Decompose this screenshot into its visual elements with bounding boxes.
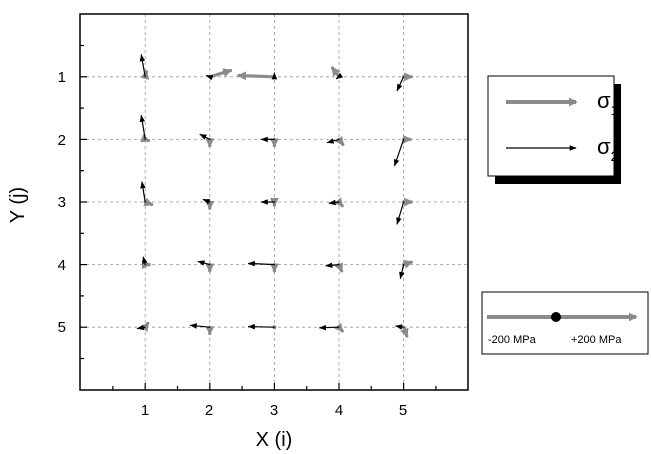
sigma1-vector bbox=[330, 66, 341, 79]
sigma2-vector bbox=[396, 76, 405, 92]
sigma2-vector bbox=[318, 324, 340, 331]
y-tick-label: 1 bbox=[58, 69, 66, 86]
sigma2-vector bbox=[328, 199, 340, 206]
legend: σ1 σ2 bbox=[487, 75, 621, 184]
legend-sigma1-label: σ1 bbox=[597, 88, 619, 118]
sigma2-vector bbox=[325, 262, 340, 269]
legend-sigma2-symbol: σ bbox=[597, 134, 611, 159]
sigma2-vector bbox=[326, 138, 340, 144]
sigma1-vector bbox=[139, 321, 150, 332]
legend-sigma1-subscript: 1 bbox=[611, 102, 619, 118]
scale-left-label: -200 MPa bbox=[488, 334, 537, 346]
sigma2-vector bbox=[247, 323, 275, 330]
sigma2-vector bbox=[247, 260, 275, 267]
y-tick-label: 3 bbox=[58, 194, 66, 211]
scale-right-label: +200 MPa bbox=[571, 334, 622, 346]
x-tick-labels: 1 2 3 4 5 bbox=[141, 402, 407, 419]
x-tick-label: 3 bbox=[270, 402, 278, 419]
legend-sigma1-symbol: σ bbox=[597, 88, 611, 113]
legend-sigma2-subscript: 2 bbox=[611, 148, 619, 164]
sigma1-vector bbox=[334, 322, 344, 333]
sigma2-vector bbox=[399, 264, 405, 280]
sigma2-vector bbox=[140, 181, 146, 203]
sigma2-vector bbox=[202, 198, 211, 205]
x-tick-label: 2 bbox=[205, 402, 213, 419]
legend-box bbox=[487, 75, 615, 177]
sigma1-vector bbox=[334, 197, 344, 208]
sigma1-vector bbox=[334, 135, 345, 147]
sigma1-vector bbox=[143, 197, 154, 207]
sigma2-vector bbox=[139, 54, 146, 78]
sigma2-vector bbox=[393, 138, 405, 167]
scale-legend-box bbox=[481, 291, 649, 355]
y-tick-label: 5 bbox=[58, 319, 66, 336]
sigma2-vector bbox=[142, 256, 148, 266]
scale-zero-point bbox=[551, 312, 561, 322]
sigma1-vector bbox=[400, 325, 409, 338]
legend-sigma2-label: σ2 bbox=[597, 134, 619, 164]
y-tick-label: 4 bbox=[58, 257, 66, 274]
scale-legend: -200 MPa +200 MPa bbox=[481, 291, 649, 355]
y-tick-label: 2 bbox=[58, 132, 66, 149]
sigma2-vector bbox=[396, 201, 405, 225]
sigma2-vector bbox=[197, 260, 211, 266]
sigma2-vector bbox=[199, 133, 211, 140]
x-tick-label: 1 bbox=[141, 402, 149, 419]
sigma2-vector bbox=[189, 323, 211, 329]
sigma1-vector bbox=[208, 68, 233, 79]
vector-field bbox=[136, 54, 414, 338]
sigma2-vector bbox=[395, 324, 405, 330]
x-tick-label: 4 bbox=[335, 402, 343, 419]
sigma2-vector bbox=[205, 74, 214, 81]
sigma2-vector bbox=[335, 72, 344, 80]
y-tick-labels: 1 2 3 4 5 bbox=[58, 69, 66, 336]
x-axis-title: X (i) bbox=[256, 429, 293, 451]
sigma2-vector bbox=[139, 114, 146, 140]
tick-marks bbox=[80, 44, 437, 390]
y-axis-title: Y (j) bbox=[7, 187, 29, 223]
x-tick-label: 5 bbox=[399, 402, 407, 419]
sigma1-vector bbox=[402, 260, 414, 269]
sigma1-vector bbox=[334, 262, 344, 273]
sigma1-vector bbox=[237, 71, 276, 81]
sigma2-vector bbox=[136, 324, 146, 331]
